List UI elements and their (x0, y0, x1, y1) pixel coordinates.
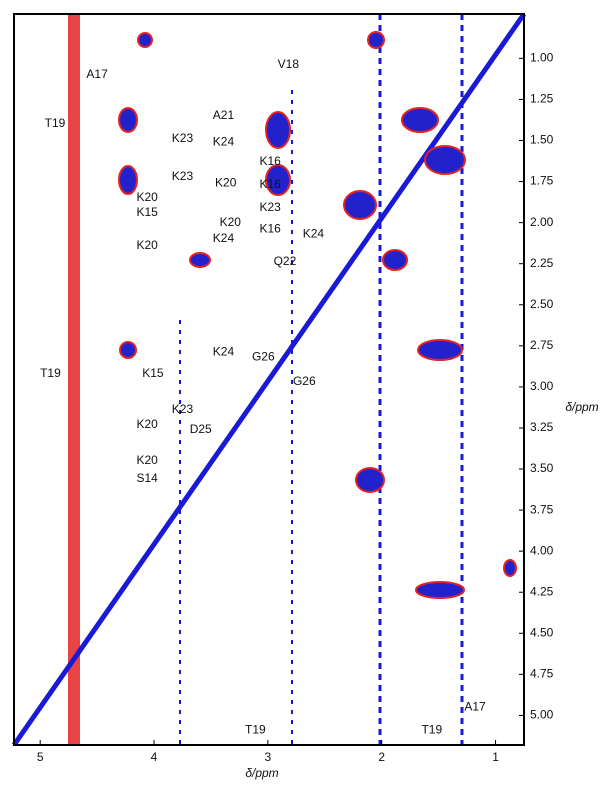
peak-label: K24 (213, 345, 235, 359)
peak-label: K23 (172, 402, 194, 416)
peak (367, 31, 385, 49)
peak-label: D25 (190, 422, 212, 436)
peak-label: T19 (245, 722, 266, 736)
x-axis-label: δ/ppm (245, 766, 278, 780)
peak-label: K20 (137, 238, 159, 252)
peak-label: A17 (464, 699, 486, 713)
x-tick-label: 3 (265, 750, 272, 764)
peak (343, 190, 377, 220)
peak-label: V18 (278, 57, 300, 71)
peak (118, 107, 138, 133)
y-tick-label: 1.75 (530, 174, 554, 188)
y-tick-label: 3.75 (530, 502, 554, 516)
x-tick-label: 4 (151, 750, 158, 764)
y-tick-label: 2.75 (530, 338, 554, 352)
x-tick-label: 1 (492, 750, 499, 764)
peak-label: K20 (137, 417, 159, 431)
peak-label: T19 (40, 366, 61, 380)
peak (417, 339, 463, 361)
peak-label: G26 (293, 374, 316, 388)
peak-label: K15 (137, 205, 159, 219)
y-tick-label: 2.50 (530, 297, 554, 311)
peak (415, 581, 465, 599)
peak-label: T19 (45, 116, 66, 130)
peak-label: K24 (213, 231, 235, 245)
peak-label: S14 (137, 471, 159, 485)
solvent-stripe (68, 14, 80, 745)
peak-label: T19 (421, 722, 442, 736)
peak-label: G26 (252, 349, 275, 363)
cross-peaks (118, 31, 517, 599)
peak-label: K20 (137, 190, 159, 204)
peak (118, 165, 138, 195)
y-axis-label: δ/ppm (565, 400, 598, 414)
peak-label: K15 (142, 366, 164, 380)
y-tick-label: 2.00 (530, 215, 554, 229)
peak-label: K20 (220, 215, 242, 229)
y-tick-label: 1.00 (530, 51, 554, 65)
y-tick-label: 4.00 (530, 543, 554, 557)
plot-frame (13, 13, 525, 746)
y-tick-label: 3.50 (530, 461, 554, 475)
peak-label: K16 (259, 177, 281, 191)
peak-label: K24 (303, 226, 325, 240)
peak (355, 467, 385, 493)
y-tick-label: 3.00 (530, 379, 554, 393)
peak (189, 252, 211, 268)
peak-label: K23 (172, 131, 194, 145)
peak-label: A17 (86, 67, 108, 81)
peak-label: K23 (259, 200, 281, 214)
peak-label: K20 (137, 453, 159, 467)
peak-label: Q22 (274, 254, 297, 268)
peak-label: K20 (215, 175, 237, 189)
y-tick-label: 2.25 (530, 256, 554, 270)
peak-label: K23 (172, 169, 194, 183)
peak (119, 341, 137, 359)
spectrum-decor (11, 12, 527, 747)
y-tick-label: 4.75 (530, 667, 554, 681)
peak-label: K24 (213, 134, 235, 148)
peak-label: K16 (259, 154, 281, 168)
y-tick-label: 3.25 (530, 420, 554, 434)
peak (401, 107, 439, 133)
x-tick-label: 2 (378, 750, 385, 764)
peak-label: K16 (259, 221, 281, 235)
y-tick-label: 5.00 (530, 708, 554, 722)
peak (503, 559, 517, 577)
y-tick-label: 1.25 (530, 92, 554, 106)
y-tick-label: 1.50 (530, 133, 554, 147)
peak (382, 249, 408, 271)
peak-label: A21 (213, 108, 235, 122)
x-tick-label: 5 (37, 750, 44, 764)
peak (424, 145, 466, 175)
peak (265, 111, 291, 149)
y-tick-label: 4.25 (530, 584, 554, 598)
y-tick-label: 4.50 (530, 625, 554, 639)
peak (137, 32, 153, 48)
diagonal (11, 12, 527, 747)
peak (265, 164, 291, 196)
